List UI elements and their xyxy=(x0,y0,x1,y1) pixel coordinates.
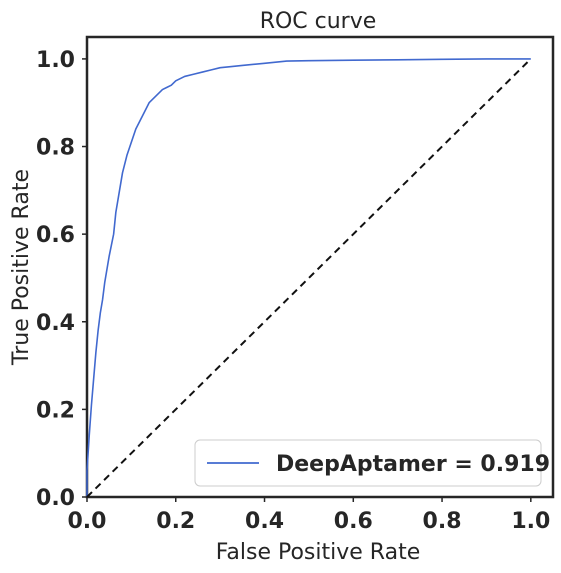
y-tick-label: 1.0 xyxy=(36,48,75,73)
y-tick-label: 0.6 xyxy=(36,223,75,248)
legend: DeepAptamer = 0.919 xyxy=(194,439,550,487)
x-tick-label: 0.4 xyxy=(245,509,284,534)
y-tick-label: 0.8 xyxy=(36,136,75,161)
plot-area xyxy=(85,35,555,499)
roc-series-line xyxy=(86,58,531,497)
x-tick-label: 0.2 xyxy=(156,509,195,534)
chart-title: ROC curve xyxy=(260,9,377,34)
x-tick-label: 0.0 xyxy=(68,509,107,534)
y-tick-label: 0.0 xyxy=(36,486,75,511)
legend-entry-label: DeepAptamer = 0.919 xyxy=(276,452,550,477)
y-tick-labels: 0.0 0.2 0.4 0.6 0.8 1.0 xyxy=(36,48,87,511)
plot-frame xyxy=(85,35,555,499)
x-tick-label: 1.0 xyxy=(511,509,550,534)
chance-diagonal-line xyxy=(86,58,532,498)
x-tick-label: 0.8 xyxy=(423,509,462,534)
x-tick-labels: 0.0 0.2 0.4 0.6 0.8 1.0 xyxy=(68,497,550,534)
legend-box xyxy=(194,439,542,487)
y-axis-label: True Positive Rate xyxy=(9,169,34,366)
series-layer xyxy=(86,58,532,498)
x-tick-label: 0.6 xyxy=(334,509,373,534)
y-tick-label: 0.2 xyxy=(36,398,75,423)
x-axis-label: False Positive Rate xyxy=(216,540,420,565)
y-tick-label: 0.4 xyxy=(36,311,75,336)
